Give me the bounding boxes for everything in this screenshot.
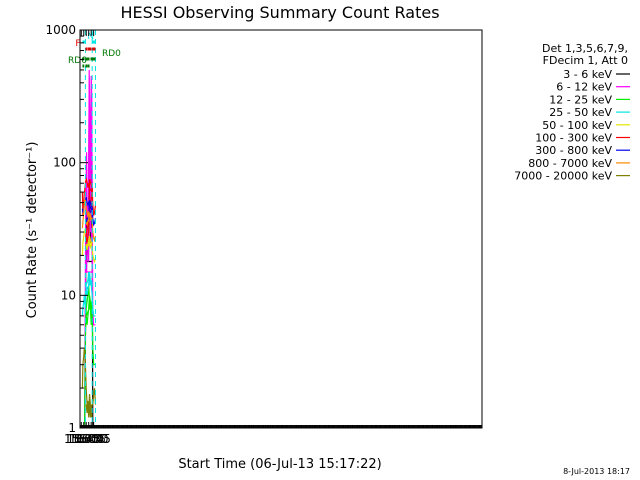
series-line-1	[82, 69, 96, 428]
legend-label-4: 50 - 100 keV	[542, 119, 612, 132]
legend-label-0: 3 - 6 keV	[563, 68, 612, 81]
x-tick-label-4: 16:30	[74, 432, 109, 446]
legend: Det 1,3,5,6,7,9,FDecim 1, Att 03 - 6 keV…	[514, 42, 630, 183]
x-tick-label-2: 16:00	[69, 432, 104, 446]
state-flags: NF RD0 RD6	[68, 32, 121, 68]
y-tick-label-2: 100	[53, 156, 76, 170]
flag-label-rd0: RD0	[102, 49, 121, 59]
legend-label-3: 25 - 50 keV	[549, 106, 612, 119]
y-axis: 1 10 100 1000	[45, 23, 88, 435]
chart-title: HESSI Observing Summary Count Rates	[120, 3, 439, 22]
plot-frame	[79, 29, 483, 429]
legend-label-8: 7000 - 20000 keV	[514, 170, 612, 183]
legend-label-1: 6 - 12 keV	[556, 81, 612, 94]
x-tick-label-0: 15:30	[64, 432, 99, 446]
legend-header-line-1: FDecim 1, Att 0	[543, 54, 628, 67]
series-line-8	[81, 347, 97, 418]
y-tick-label-0: 1	[68, 421, 76, 435]
x-tick-label-1: 15:45	[66, 432, 101, 446]
x-axis-label: Start Time (06-Jul-13 15:17:22)	[178, 457, 381, 472]
x-tick-label-5: 16:45	[76, 432, 111, 446]
legend-label-5: 100 - 300 keV	[535, 132, 612, 145]
x-tick-label-3: 16:15	[71, 432, 106, 446]
legend-label-2: 12 - 25 keV	[549, 93, 612, 106]
instrument-boundary-lines	[84, 30, 96, 428]
series-layer	[81, 69, 97, 428]
y-axis-label: Count Rate (s⁻¹ detector⁻¹)	[25, 142, 40, 319]
flag-label-f: F	[75, 39, 80, 49]
date-stamp: 8-Jul-2013 18:17	[563, 467, 630, 476]
legend-header-line-0: Det 1,3,5,6,7,9,	[542, 42, 628, 55]
y-tick-label-3: 1000	[45, 23, 76, 37]
legend-label-7: 800 - 7000 keV	[528, 157, 612, 170]
series-line-2	[82, 284, 96, 428]
y-tick-label-1: 10	[61, 288, 76, 302]
flag-label-n: N	[87, 32, 94, 42]
flag-label-rd6: RD6	[68, 56, 87, 66]
legend-label-6: 300 - 800 keV	[535, 144, 612, 157]
